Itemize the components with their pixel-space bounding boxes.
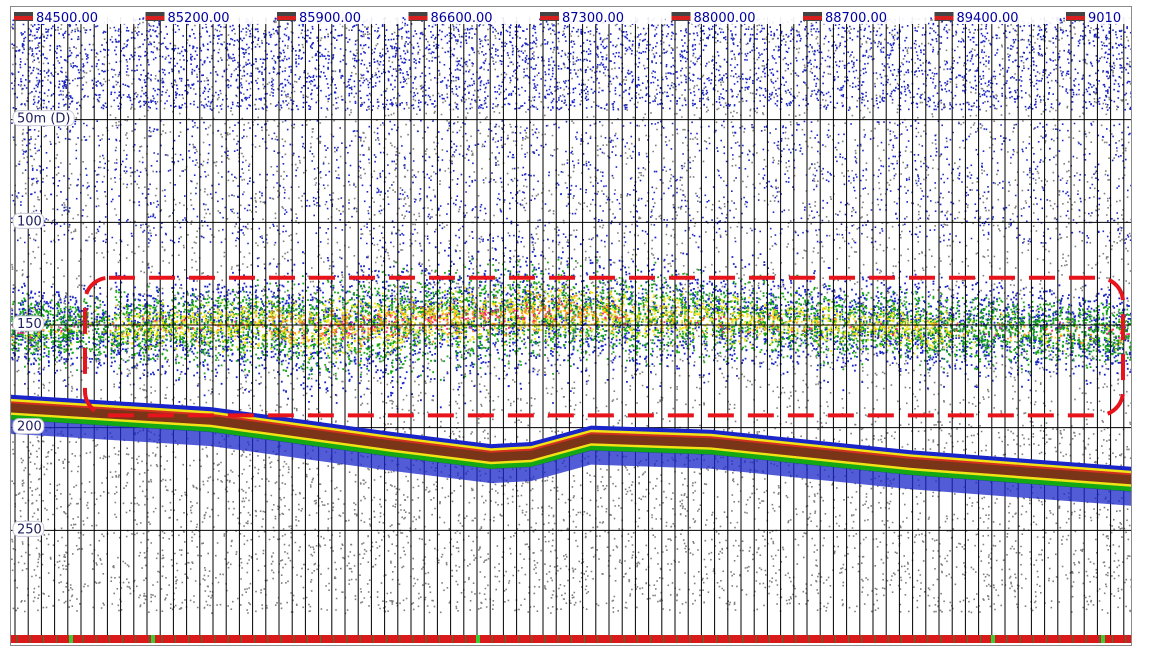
tick-label-bg — [297, 11, 402, 24]
x-tick-label: 87300.00 — [562, 11, 624, 26]
echogram-frame: 84500.00 85200.00 85900.00 86600.00 87300.00… — [10, 6, 1132, 646]
tick-label-bg — [1086, 11, 1131, 24]
x-tick-label: 88000.00 — [694, 11, 756, 26]
x-tick-label: 84500.00 — [36, 11, 98, 26]
tick-label-bg — [823, 11, 928, 24]
x-tick-7: 89400.00 — [934, 11, 1060, 26]
seabed-brown-core — [11, 403, 1131, 485]
tick-label-bg — [560, 11, 665, 24]
blue-echo-mid-dots — [11, 119, 1131, 245]
depth-label-bg — [12, 212, 45, 229]
tick-flag-red — [934, 16, 954, 20]
seabed-yellow-lower — [11, 412, 1131, 488]
depth-label-bg — [12, 110, 75, 127]
x-tick-6: 88700.00 — [803, 11, 928, 26]
tick-flag-red — [671, 16, 691, 20]
depth-tick-label: 50m (D) — [17, 112, 71, 127]
seabed-layer — [11, 394, 1131, 506]
x-tick-label: 85900.00 — [299, 11, 361, 26]
x-tick-label: 85200.00 — [168, 11, 230, 26]
depth-label-bg — [12, 418, 45, 435]
tick-label-bg — [954, 11, 1060, 24]
school-red — [12, 302, 1130, 340]
school-green — [11, 258, 1131, 383]
school-yellow-dots — [11, 278, 1130, 364]
echogram-plot: 84500.00 85200.00 85900.00 86600.00 87300.00… — [11, 11, 1131, 643]
blue-echo-mid — [11, 119, 1131, 245]
depth-tick-4: 250 — [12, 520, 45, 537]
tick-flag-red — [14, 16, 33, 20]
tick-label-bg — [428, 11, 534, 24]
depth-tick-2: 150 — [12, 315, 45, 332]
depth-tick-label: 250 — [17, 522, 42, 537]
grid-layer — [11, 17, 1131, 635]
x-tick-1: 85200.00 — [145, 11, 271, 26]
x-tick-label: 89400.00 — [957, 11, 1019, 26]
tick-flag-red — [277, 16, 296, 20]
depth-label-bg — [12, 520, 45, 537]
school-green-dots — [11, 258, 1131, 383]
x-tick-4: 87300.00 — [540, 11, 665, 26]
annotation-layer — [83, 275, 1125, 418]
bottom-bar-green-0 — [69, 635, 73, 643]
depth-tick-1: 100 — [12, 212, 45, 229]
tick-flag-red — [145, 16, 165, 20]
school-blue — [11, 231, 1131, 410]
x-tick-label: 86600.00 — [431, 11, 493, 26]
x-tick-5: 88000.00 — [671, 11, 797, 26]
tick-flag-red — [1066, 16, 1085, 20]
seabed-blue-edge — [11, 394, 1131, 473]
echo-speckle-layer — [11, 17, 1131, 615]
depth-tick-label: 200 — [17, 420, 42, 435]
school-blue-dots — [11, 231, 1131, 410]
tick-label-bg — [165, 11, 271, 24]
seabed-yellow-edge — [11, 398, 1131, 474]
seabed-red-edge — [11, 401, 1131, 476]
school-orange — [12, 289, 1122, 352]
tick-label-bg — [691, 11, 797, 24]
seabed-blue-lower — [11, 419, 1131, 506]
depth-tick-label: 100 — [17, 214, 42, 229]
tick-label-bg — [34, 11, 139, 24]
bottom-status-bar — [11, 635, 1131, 643]
tick-flag-red — [408, 16, 428, 20]
tick-flag-red — [803, 16, 822, 20]
school-red-dots — [12, 302, 1130, 340]
x-tick-2: 85900.00 — [277, 11, 402, 26]
bottom-bar-ticks — [16, 635, 1127, 643]
depth-tick-label: 150 — [17, 317, 42, 332]
bottom-bar-green-2 — [476, 635, 480, 643]
blue-echo-surface — [11, 17, 1131, 111]
x-tick-label: 9010 — [1088, 11, 1121, 26]
x-tick-3: 86600.00 — [408, 11, 534, 26]
school-orange-dots — [12, 289, 1122, 352]
depth-label-bg — [12, 315, 45, 332]
bottom-bar-green-4 — [1101, 635, 1105, 643]
dashed-annotation-box — [83, 275, 1125, 418]
depth-tick-3: 200 — [12, 418, 45, 435]
bottom-bar-green-1 — [151, 635, 155, 643]
tick-flag-red — [540, 16, 559, 20]
seabed-green-lower — [11, 414, 1131, 492]
bottom-bar-green-3 — [991, 635, 995, 643]
school-yellow — [11, 278, 1130, 364]
x-tick-8: 9010 — [1066, 11, 1131, 26]
x-tick-label: 88700.00 — [825, 11, 887, 26]
depth-tick-0: 50m (D) — [12, 110, 75, 127]
x-tick-0: 84500.00 — [14, 11, 139, 26]
label-layer: 84500.00 85200.00 85900.00 86600.00 87300.00… — [12, 11, 1131, 537]
blue-echo-surface-dots — [11, 17, 1131, 111]
